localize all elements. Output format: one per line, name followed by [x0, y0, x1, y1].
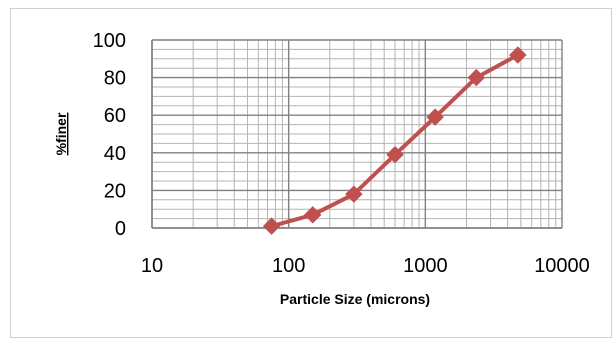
grid	[151, 39, 563, 229]
data-point-marker	[509, 46, 527, 64]
x-tick-label: 100	[272, 255, 305, 277]
x-tick-label: 1000	[403, 255, 448, 277]
y-tick-label: 100	[93, 30, 126, 52]
tick-labels: 0 20 40 60 80 100 10 100 1000 10000	[93, 30, 590, 277]
data-point-marker	[345, 185, 363, 203]
y-tick-label: 80	[104, 68, 126, 90]
x-tick-label: 10000	[534, 255, 590, 277]
data-point-marker	[262, 217, 281, 235]
x-axis-title: Particle Size (microns)	[280, 291, 430, 307]
y-tick-label: 20	[104, 180, 126, 202]
y-tick-label: 60	[104, 105, 126, 127]
y-axis-title: %finer	[53, 112, 69, 155]
chart-frame	[10, 8, 612, 338]
y-tick-label: 0	[115, 218, 126, 240]
x-tick-label: 10	[141, 255, 163, 277]
data-point-marker	[467, 68, 486, 87]
data-point-marker	[304, 206, 322, 224]
data-point-marker	[426, 108, 444, 126]
y-tick-label: 40	[104, 143, 126, 165]
data-series	[262, 46, 527, 235]
data-point-marker	[386, 145, 404, 164]
axes	[151, 40, 562, 229]
